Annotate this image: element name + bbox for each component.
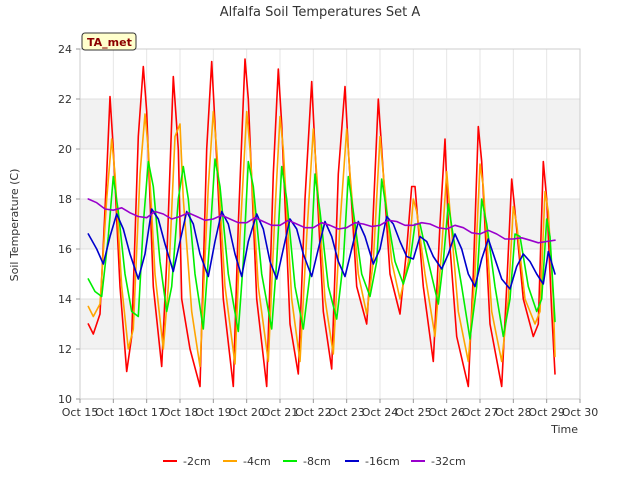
y-tick-label: 20 (58, 143, 72, 156)
y-tick-label: 22 (58, 93, 72, 106)
legend: -2cm -4cm -8cm -16cm -32cm (163, 455, 466, 468)
series-line-32cm (87, 198, 556, 244)
legend-label-4cm: -4cm (243, 455, 271, 468)
y-axis-ticks: 10 12 14 16 18 20 22 24 (58, 43, 80, 406)
x-tick-label: Oct 17 (128, 406, 165, 419)
y-tick-label: 14 (58, 293, 72, 306)
x-tick-label: Oct 25 (395, 406, 432, 419)
station-badge: TA_met (81, 32, 137, 51)
legend-label-8cm: -8cm (303, 455, 331, 468)
y-axis-label: Soil Temperature (C) (8, 169, 21, 282)
x-tick-label: Oct 30 (562, 406, 599, 419)
plot-band (80, 99, 580, 149)
y-tick-label: 12 (58, 343, 72, 356)
station-badge-box (81, 32, 137, 51)
y-tick-label: 16 (58, 243, 72, 256)
series-layer (87, 58, 556, 388)
x-tick-label: Oct 22 (295, 406, 332, 419)
x-tick-label: Oct 19 (195, 406, 232, 419)
legend-label-2cm: -2cm (183, 455, 211, 468)
plot-frame (79, 48, 581, 400)
x-axis-label: Time (550, 423, 578, 436)
x-tick-label: Oct 15 (62, 406, 99, 419)
x-tick-label: Oct 28 (495, 406, 532, 419)
x-tick-label: Oct 27 (462, 406, 499, 419)
y-tick-label: 10 (58, 393, 72, 406)
x-tick-label: Oct 20 (228, 406, 265, 419)
series-line-4cm (87, 110, 556, 368)
x-tick-label: Oct 21 (262, 406, 299, 419)
x-tick-label: Oct 29 (528, 406, 565, 419)
station-badge-label: TA_met (87, 36, 132, 49)
legend-label-16cm: -16cm (365, 455, 400, 468)
chart-title: Alfalfa Soil Temperatures Set A (220, 5, 421, 20)
series-line-16cm (87, 208, 556, 290)
legend-label-32cm: -32cm (431, 455, 466, 468)
plot-bands (80, 99, 580, 349)
x-tick-label: Oct 16 (95, 406, 132, 419)
y-tick-label: 18 (58, 193, 72, 206)
x-tick-label: Oct 24 (362, 406, 399, 419)
y-tick-label: 24 (58, 43, 72, 56)
x-tick-label: Oct 18 (162, 406, 199, 419)
series-line-8cm (87, 158, 556, 340)
x-tick-label: Oct 23 (328, 406, 365, 419)
x-tick-label: Oct 26 (428, 406, 465, 419)
